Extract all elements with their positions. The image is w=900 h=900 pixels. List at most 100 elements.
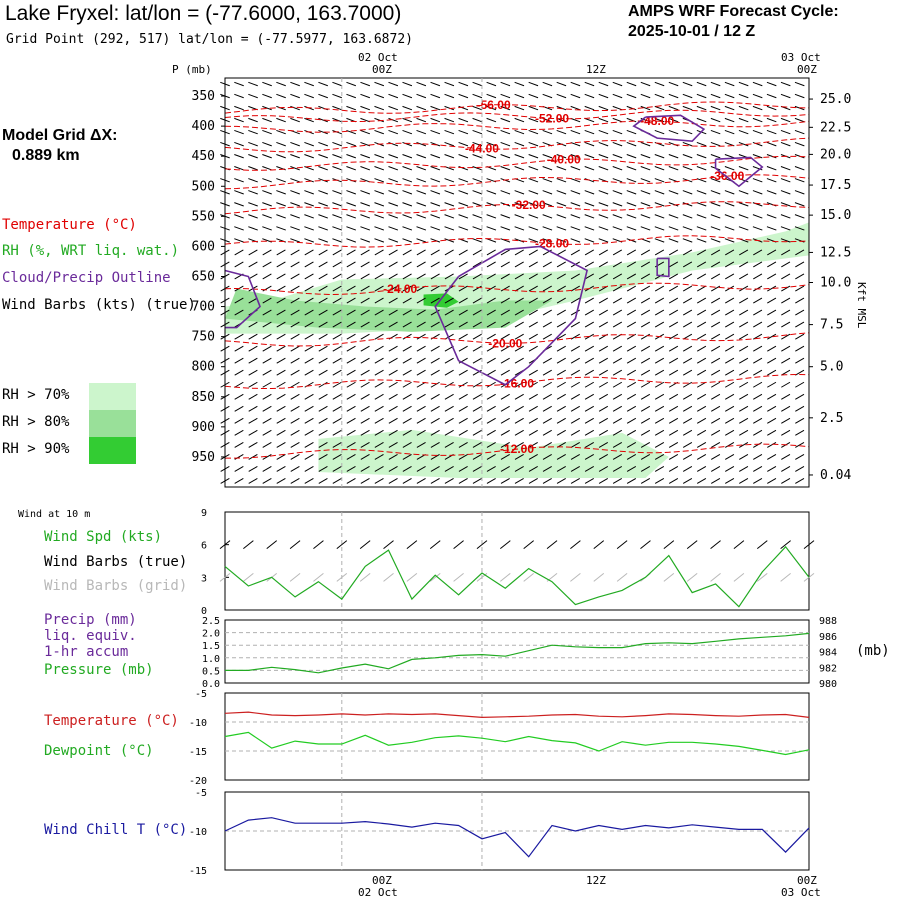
wind-barb xyxy=(332,357,342,364)
surface-wind-barb xyxy=(803,540,815,550)
wind-barb xyxy=(598,154,609,159)
wind-barb xyxy=(668,466,679,472)
wind-barb xyxy=(570,369,580,376)
wind-barb xyxy=(724,93,735,99)
wind-barb xyxy=(724,81,735,87)
temp-tick-label: -15 xyxy=(189,747,207,758)
wind-barb xyxy=(612,309,623,316)
pressure-panel-frame xyxy=(224,619,810,684)
wind-barb xyxy=(542,381,552,388)
pressure-right-tick-label: 986 xyxy=(819,632,837,643)
wind-barb xyxy=(430,105,441,111)
wind-barb xyxy=(388,309,398,316)
wind-barb xyxy=(542,405,552,412)
wind-barb xyxy=(472,178,483,183)
surface-wind-barb xyxy=(406,540,418,550)
surface-wind-barb-grid xyxy=(336,572,348,582)
wind-barb xyxy=(739,309,749,316)
wind-barb xyxy=(584,226,595,231)
wind-barb xyxy=(318,129,328,135)
wind-barb xyxy=(500,129,511,135)
wind-barb xyxy=(262,429,272,436)
wind-barb xyxy=(612,357,623,364)
wind-barb xyxy=(724,441,735,448)
wind-barb xyxy=(444,117,455,123)
wind-barb xyxy=(640,273,651,280)
wind-barb xyxy=(444,81,455,87)
wind-barb xyxy=(374,117,385,123)
wind-barb xyxy=(626,202,637,207)
surface-wind-barb xyxy=(733,540,745,550)
top-time-label-1: 12Z xyxy=(586,63,606,76)
wind-barb xyxy=(696,478,707,484)
wind-barb xyxy=(248,466,258,472)
wind-barb xyxy=(710,405,721,412)
top-time-label-0: 00Z xyxy=(372,63,392,76)
wind-barb xyxy=(570,478,580,484)
wind-barb xyxy=(458,369,468,376)
wind-barb xyxy=(318,441,328,448)
wind-barb xyxy=(360,238,371,243)
height-tick-label: 22.5 xyxy=(820,120,851,135)
wind-barb xyxy=(724,357,735,364)
wind-barb xyxy=(346,190,357,195)
wind-barb xyxy=(710,154,721,159)
wind-barb xyxy=(542,309,552,316)
temperature-contour-label: -36.00 xyxy=(710,169,744,183)
wind-barb xyxy=(332,202,342,207)
wind-barb xyxy=(514,357,524,364)
wind-barb xyxy=(374,309,384,316)
wind-barb xyxy=(248,178,258,183)
wind-barb xyxy=(500,369,510,376)
wind-barb xyxy=(739,273,749,280)
wind-barb xyxy=(416,166,427,171)
wind-barb xyxy=(514,261,524,268)
wind-barb xyxy=(514,345,524,352)
wind-barb xyxy=(767,478,777,484)
wind-barb xyxy=(654,297,665,304)
wind-barb xyxy=(290,369,300,376)
wind-barb xyxy=(332,478,342,484)
wind-barb xyxy=(514,226,525,231)
legend-wind-barbs-grid: Wind Barbs (grid) xyxy=(44,578,188,594)
pressure-tick-label: 500 xyxy=(192,179,215,194)
wind-barb xyxy=(584,238,595,243)
wind-barb xyxy=(710,117,721,123)
wind-barb xyxy=(528,297,538,304)
wind-barb xyxy=(514,214,525,219)
wind-barb xyxy=(766,154,777,159)
wind-barb xyxy=(556,309,566,316)
wind-barb xyxy=(500,285,510,292)
wind-barb xyxy=(318,417,328,424)
surface-wind-barb xyxy=(640,540,651,550)
wind-barb xyxy=(416,309,426,316)
wind-barb xyxy=(795,478,805,484)
wind-barb xyxy=(262,405,272,412)
wind-barb xyxy=(668,190,679,195)
wind-barb xyxy=(458,478,468,484)
wind-barb xyxy=(542,214,553,219)
wind-barb xyxy=(780,238,791,243)
wind-barb xyxy=(598,141,609,147)
wind-barb xyxy=(612,466,623,472)
wind-barb xyxy=(724,417,735,424)
wind-barb xyxy=(584,405,594,412)
wind-barb xyxy=(332,453,342,460)
wind-barb xyxy=(304,333,314,340)
wind-barb xyxy=(654,178,665,183)
wind-tick-label: 6 xyxy=(201,541,207,552)
wind-barb xyxy=(584,249,594,256)
wind-barb xyxy=(500,417,510,424)
wind-barb xyxy=(752,81,763,87)
wind-barb xyxy=(795,249,805,256)
wind-barb xyxy=(346,417,356,424)
wind-barb xyxy=(682,273,693,280)
wind-barb xyxy=(795,273,805,280)
wind-barb xyxy=(682,166,693,171)
wind-barb xyxy=(430,381,440,388)
wind-barb xyxy=(458,345,468,352)
wind-barb xyxy=(710,226,721,231)
wind-barb xyxy=(360,154,371,159)
wind-barb xyxy=(388,178,399,183)
wind-barb xyxy=(556,154,567,159)
